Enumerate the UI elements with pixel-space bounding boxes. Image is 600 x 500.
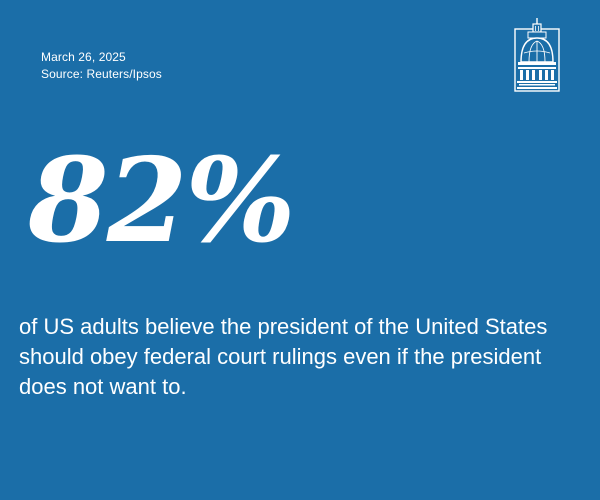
capitol-dome-icon	[514, 18, 560, 92]
source-text: Source: Reuters/Ipsos	[41, 67, 162, 81]
date-text: March 26, 2025	[41, 50, 126, 64]
statement-text: of US adults believe the president of th…	[19, 314, 548, 399]
meta-block: March 26, 2025 Source: Reuters/Ipsos	[41, 49, 162, 83]
headline-stat: 82%	[28, 133, 296, 269]
